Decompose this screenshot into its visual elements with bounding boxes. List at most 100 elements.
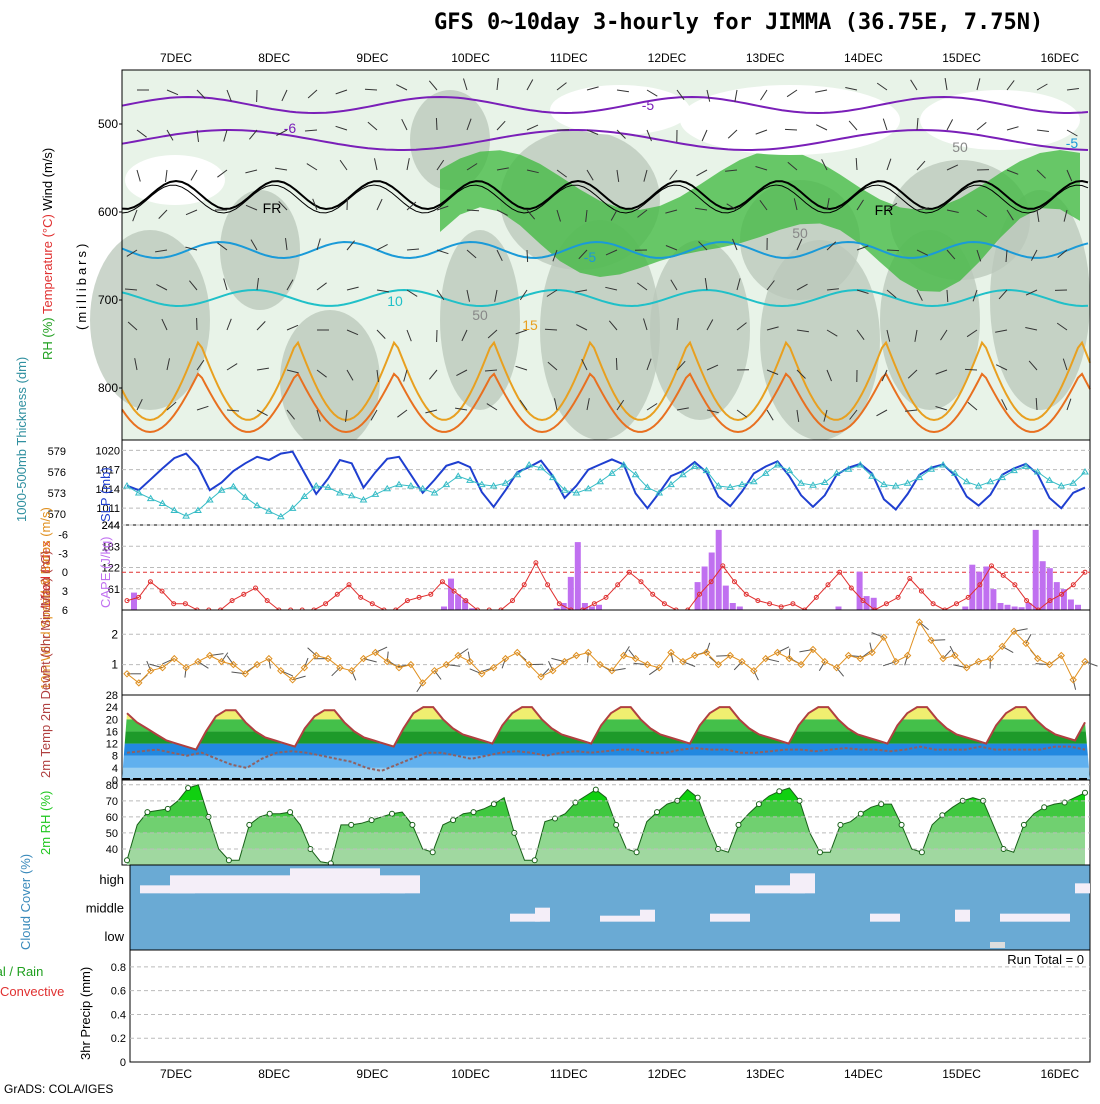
wind-barb <box>789 649 790 659</box>
rh-point <box>1021 822 1026 827</box>
rh-point <box>858 811 863 816</box>
y-tick-label: 500 <box>98 117 118 131</box>
y-tick-label: 800 <box>98 381 118 395</box>
rh-point <box>186 786 191 791</box>
cape-bar <box>448 579 454 610</box>
cape-bar <box>462 600 468 611</box>
x-tick-label-bottom: 13DEC <box>746 1067 785 1081</box>
cape-bar <box>441 607 447 611</box>
rh-dry-patch <box>550 85 690 135</box>
cape-bar <box>737 607 743 611</box>
rh-point <box>736 822 741 827</box>
rh-point <box>756 802 761 807</box>
cloud-level-label: high <box>99 872 124 887</box>
rh-point <box>899 822 904 827</box>
y-tick-label: 0.4 <box>111 1009 126 1021</box>
rh-point <box>471 810 476 815</box>
cape-bar <box>983 567 989 611</box>
upper-ylabel-units: (millibars) <box>74 241 89 330</box>
rh-point <box>695 795 700 800</box>
y-tick-label: 70 <box>106 796 118 808</box>
y-tick-label: 0.6 <box>111 986 126 998</box>
y-tick-label: 1 <box>111 658 118 672</box>
contour-label: -6 <box>284 120 297 136</box>
rh-point <box>247 822 252 827</box>
x-tick-label-bottom: 9DEC <box>356 1067 388 1081</box>
ylabel: 3hr Precip (mm) <box>78 967 93 1060</box>
cape-bar <box>716 530 722 610</box>
rh-point <box>390 811 395 816</box>
x-tick-label-bottom: 12DEC <box>648 1067 687 1081</box>
ylabel-part: Wind (m/s) <box>40 148 55 211</box>
footer-credit: GrADS: COLA/IGES <box>4 1082 113 1096</box>
rh-dry-patch <box>920 90 1080 150</box>
upper-ylabel: RH (%) Temperature (°C) Wind (m/s) <box>40 148 55 360</box>
cape-bar <box>1012 607 1018 611</box>
wind-barb <box>616 358 617 370</box>
y-tick-label: 40 <box>106 844 118 856</box>
x-tick-label-top: 16DEC <box>1040 51 1079 65</box>
upper-ylabel-text: RH (%) Temperature (°C) Wind (m/s) <box>40 148 55 360</box>
rh-point <box>634 850 639 855</box>
wind-barb <box>887 250 899 251</box>
contour-label: 15 <box>522 317 538 333</box>
x-tick-label-top: 14DEC <box>844 51 883 65</box>
ylabel-part: Temperature (°C) <box>40 211 55 314</box>
x-tick-label-top: 10DEC <box>451 51 490 65</box>
precip-legend-total: tal / Rain <box>0 964 43 979</box>
cloud-clear <box>640 910 655 922</box>
contour-label: 50 <box>952 139 968 155</box>
x-tick-label-bottom: 8DEC <box>258 1067 290 1081</box>
run-total: Run Total = 0 <box>1007 952 1084 967</box>
wind-barb <box>527 250 528 262</box>
x-tick-label-top: 12DEC <box>648 51 687 65</box>
cloud-clear <box>870 914 900 922</box>
rh-point <box>451 818 456 823</box>
y-tick-label: 16 <box>106 726 118 738</box>
contour-label: 50 <box>472 307 488 323</box>
cape-bar <box>969 565 975 610</box>
x-tick-label-bottom: 14DEC <box>844 1067 883 1081</box>
x-tick-label-bottom: 15DEC <box>942 1067 981 1081</box>
rh-point <box>532 858 537 863</box>
contour-label: 50 <box>792 225 808 241</box>
rh-point <box>818 850 823 855</box>
cloud-clear <box>790 873 815 893</box>
y-tick-label: -6 <box>58 529 68 541</box>
x-tick-label-bottom: 11DEC <box>550 1067 588 1081</box>
rh-band <box>122 849 1090 865</box>
y-tick-label: 3 <box>62 586 68 598</box>
y-tick-label: 700 <box>98 293 118 307</box>
ylabel-right: SLP (mb) <box>98 467 113 522</box>
cloud-clear <box>290 868 380 893</box>
cape-bar <box>976 572 982 610</box>
rh-point <box>349 822 354 827</box>
cloud-level-label: middle <box>86 901 124 916</box>
ylabel: Cloud Cover (%) <box>18 854 33 950</box>
cape-bar <box>998 603 1004 610</box>
cape-bar <box>730 603 736 610</box>
rh-point <box>145 810 150 815</box>
y-tick-label: 579 <box>48 446 66 458</box>
cloud-clear <box>600 916 640 922</box>
y-tick-label: 8 <box>112 751 118 763</box>
y-tick-label: 80 <box>106 780 118 792</box>
ylabel: 2m RH (%) <box>38 791 53 855</box>
rh-point <box>491 802 496 807</box>
rh-point <box>1042 805 1047 810</box>
cloud-clear <box>990 942 1005 948</box>
cloud-clear <box>1075 883 1090 893</box>
contour-label: -5 <box>584 249 597 265</box>
rh-point <box>655 810 660 815</box>
y-tick-label: 576 <box>48 467 66 479</box>
y-tick-label: 244 <box>102 520 120 532</box>
cape-bar <box>575 542 581 610</box>
cape-bar <box>1005 605 1011 610</box>
y-tick-label: 0.8 <box>111 962 126 974</box>
ylabel-right: CAPE (J/kg) <box>98 536 113 608</box>
cape-bar <box>568 577 574 610</box>
